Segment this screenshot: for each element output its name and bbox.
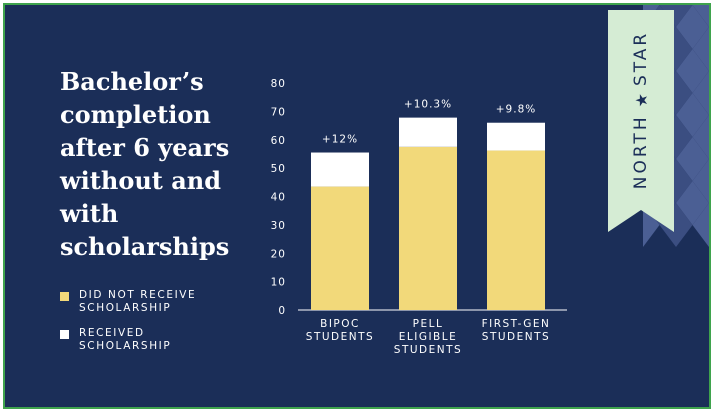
y-tick-label: 80 xyxy=(271,78,286,90)
bar-no-scholarship xyxy=(311,186,369,310)
x-tick-label: FIRST-GEN xyxy=(482,318,551,330)
legend-item-scholarship: RECEIVED SCHOLARSHIP xyxy=(60,327,229,353)
x-tick-label: PELL xyxy=(413,318,444,330)
legend-swatch-scholarship xyxy=(60,330,69,339)
argyle-diamond xyxy=(692,27,709,71)
bar-scholarship xyxy=(399,117,457,147)
y-tick-label: 30 xyxy=(271,220,286,232)
bar-no-scholarship xyxy=(487,150,545,310)
y-tick-label: 20 xyxy=(271,248,286,260)
bar-chart: 01020304050607080+12%BIPOCSTUDENTS+10.3%… xyxy=(271,78,567,356)
x-tick-label: STUDENTS xyxy=(482,331,550,343)
x-tick-label: ELIGIBLE xyxy=(399,331,458,343)
ribbon-shape xyxy=(608,10,674,232)
brand-logo: NORTH ★ STAR xyxy=(616,25,666,195)
brand-ribbon xyxy=(608,10,674,232)
bar-no-scholarship xyxy=(399,146,457,310)
chart-title: Bachelor’s completion after 6 years with… xyxy=(60,67,230,261)
star-icon: ★ xyxy=(631,93,651,108)
y-tick-label: 70 xyxy=(271,106,286,118)
argyle-diamond xyxy=(692,159,709,203)
data-label: +9.8% xyxy=(496,104,536,116)
legend-item-no-scholarship: DID NOT RECEIVE SCHOLARSHIP xyxy=(60,289,229,315)
y-tick-label: 10 xyxy=(271,277,286,289)
y-tick-label: 50 xyxy=(271,163,286,175)
x-tick-label: STUDENTS xyxy=(306,331,374,343)
chart-panel: Bachelor’s completion after 6 years with… xyxy=(3,3,711,409)
data-label: +10.3% xyxy=(404,99,452,111)
legend-label-no-scholarship: DID NOT RECEIVE SCHOLARSHIP xyxy=(79,289,197,314)
bar-scholarship xyxy=(487,122,545,151)
y-tick-label: 60 xyxy=(271,135,286,147)
legend-label-scholarship: RECEIVED SCHOLARSHIP xyxy=(79,327,172,352)
brand-word-star: STAR xyxy=(631,30,652,87)
argyle-diamond xyxy=(692,203,709,247)
x-tick-label: STUDENTS xyxy=(394,344,462,356)
x-tick-label: BIPOC xyxy=(320,318,360,330)
brand-word-north: NORTH xyxy=(631,114,652,190)
bar-scholarship xyxy=(311,152,369,187)
argyle-diamond xyxy=(692,71,709,115)
y-tick-label: 0 xyxy=(278,305,286,317)
argyle-diamond xyxy=(692,115,709,159)
data-label: +12% xyxy=(322,134,358,146)
y-tick-label: 40 xyxy=(271,192,286,204)
legend-swatch-no-scholarship xyxy=(60,292,69,301)
